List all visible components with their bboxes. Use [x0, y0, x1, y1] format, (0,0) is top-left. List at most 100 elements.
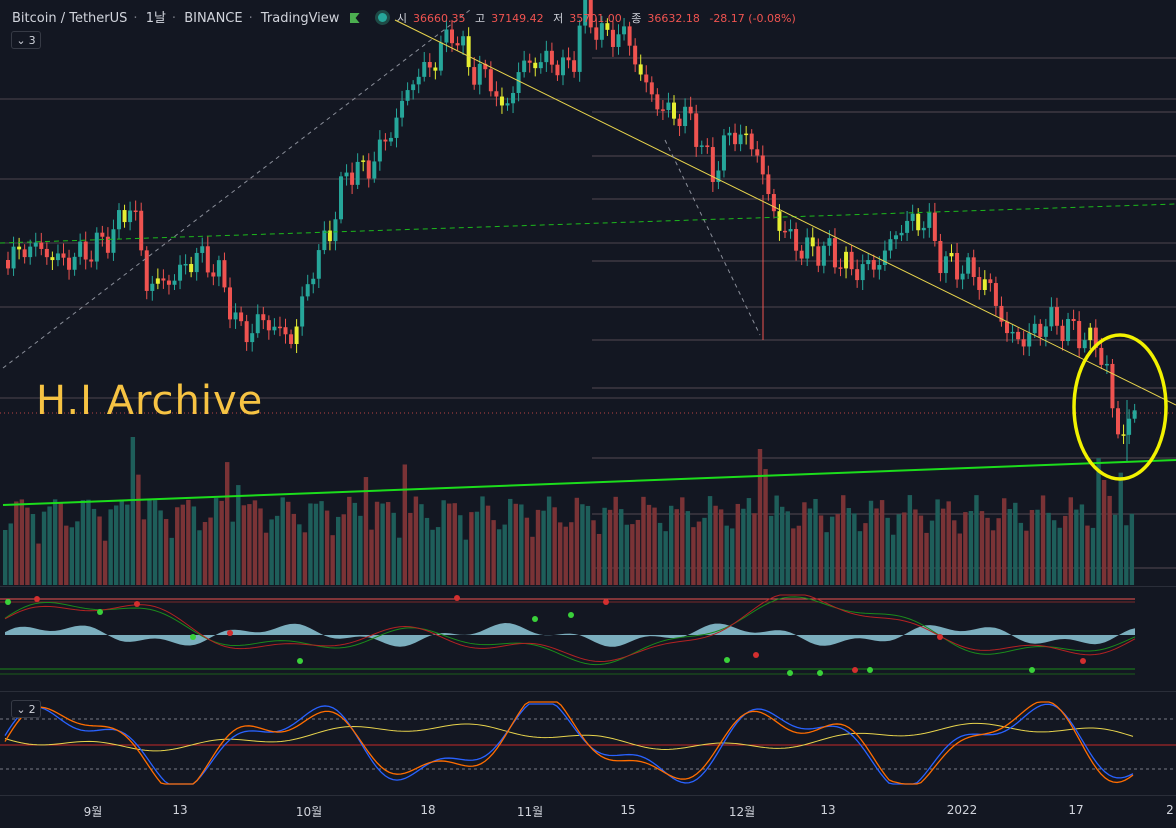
- time-label: 12월: [728, 805, 756, 819]
- volume-bar: [952, 520, 957, 585]
- price-candle: [189, 263, 194, 273]
- price-candle: [649, 82, 654, 95]
- price-candle: [605, 23, 610, 30]
- price-candle: [255, 314, 260, 334]
- price-candle: [1088, 327, 1093, 341]
- volume-bar: [424, 517, 430, 585]
- price-candle: [566, 57, 571, 61]
- volume-bar: [1085, 525, 1090, 585]
- volume-bar: [1024, 530, 1029, 585]
- chevron-down-icon: ⌄: [16, 702, 26, 716]
- symbol-legend: Bitcoin / TetherUS · 1날 · BINANCE · Trading…: [12, 7, 808, 26]
- price-candle: [1066, 318, 1071, 342]
- price-candle: [655, 94, 660, 110]
- volume-bar: [552, 507, 557, 585]
- volume-bar: [558, 522, 563, 585]
- stochastic-indicator-pane[interactable]: ⌄ 2: [0, 691, 1176, 796]
- flag-icon[interactable]: [349, 13, 360, 23]
- volume-bar: [585, 505, 591, 585]
- volume-bar: [624, 524, 629, 585]
- price-candle: [705, 145, 710, 148]
- price-candle: [105, 236, 110, 253]
- volume-bar: [774, 495, 779, 585]
- price-chart-canvas[interactable]: [0, 0, 1176, 585]
- price-candle: [272, 326, 277, 331]
- volume-bar: [718, 509, 724, 585]
- price-candle: [943, 256, 948, 274]
- volume-bar: [918, 515, 924, 585]
- volume-bar: [347, 496, 352, 585]
- volume-bar: [47, 506, 52, 585]
- price-candle: [205, 246, 210, 273]
- volume-bar: [1129, 513, 1135, 585]
- volume-bar: [857, 531, 863, 585]
- volume-bar: [208, 517, 213, 585]
- price-candle: [94, 232, 99, 262]
- resistance-trendline: [394, 19, 1176, 406]
- volume-bar: [602, 507, 607, 585]
- volume-bar: [563, 526, 568, 585]
- price-candle: [200, 246, 205, 253]
- time-label: 15: [620, 803, 636, 817]
- cross-signal-dot: [34, 596, 40, 602]
- watermark-text: H.I Archive: [36, 378, 264, 424]
- price-candle: [55, 253, 60, 261]
- wavetrend-indicator-pane[interactable]: [0, 586, 1176, 691]
- price-candle: [871, 260, 876, 270]
- main-pane-toggle[interactable]: ⌄ 3: [11, 31, 41, 49]
- cross-signal-dot: [454, 595, 460, 601]
- price-candle: [694, 113, 699, 147]
- price-candle: [894, 235, 898, 240]
- price-candle: [905, 220, 910, 233]
- price-candle: [660, 109, 665, 111]
- price-candle: [877, 265, 882, 270]
- volume-bar: [730, 528, 735, 585]
- volume-bar: [1101, 480, 1107, 585]
- volume-bar: [580, 504, 585, 585]
- price-candle: [788, 229, 793, 232]
- price-candle: [988, 279, 993, 284]
- price-candle: [932, 212, 937, 241]
- price-candle: [516, 72, 521, 93]
- indicator-pane-count: 2: [28, 702, 36, 716]
- time-label: 17: [1068, 803, 1084, 817]
- volume-bar: [607, 509, 613, 585]
- price-candle: [111, 229, 116, 253]
- price-candle: [50, 257, 55, 261]
- indicator-pane-toggle[interactable]: ⌄ 2: [11, 700, 41, 718]
- price-candle: [155, 278, 160, 284]
- price-candle: [799, 250, 804, 259]
- price-candle: [450, 29, 454, 44]
- wavetrend-canvas[interactable]: [0, 587, 1176, 691]
- volume-bar: [641, 496, 646, 585]
- volume-bar: [75, 521, 80, 585]
- volume-bar: [419, 504, 424, 585]
- price-candle: [83, 241, 88, 260]
- price-chart-pane[interactable]: Bitcoin / TetherUS · 1날 · BINANCE · Trading…: [0, 0, 1176, 585]
- volume-bar: [990, 530, 996, 585]
- cross-signal-dot: [937, 634, 943, 640]
- price-candle: [472, 67, 477, 85]
- stochastic-canvas[interactable]: [0, 692, 1176, 796]
- price-candle: [1043, 326, 1048, 337]
- symbol-name[interactable]: Bitcoin / TetherUS: [12, 11, 128, 26]
- price-candle: [366, 160, 371, 179]
- price-candle: [999, 305, 1004, 322]
- price-candle: [233, 312, 238, 320]
- volume-bar: [669, 505, 674, 585]
- price-candle: [549, 50, 554, 65]
- interval-label[interactable]: 1날: [145, 11, 166, 26]
- volume-bar: [935, 499, 940, 585]
- volume-bar: [80, 500, 86, 585]
- price-candle: [327, 230, 332, 242]
- time-axis[interactable]: [0, 795, 1176, 828]
- status-dot-icon: [377, 13, 387, 22]
- price-candle: [294, 326, 299, 344]
- price-candle: [228, 287, 232, 320]
- price-candle: [505, 103, 510, 106]
- cross-signal-dot: [1080, 658, 1086, 664]
- price-candle: [61, 253, 66, 258]
- dashed-trendline: [0, 203, 1176, 244]
- cross-signal-dot: [297, 658, 303, 664]
- volume-bar: [308, 503, 313, 585]
